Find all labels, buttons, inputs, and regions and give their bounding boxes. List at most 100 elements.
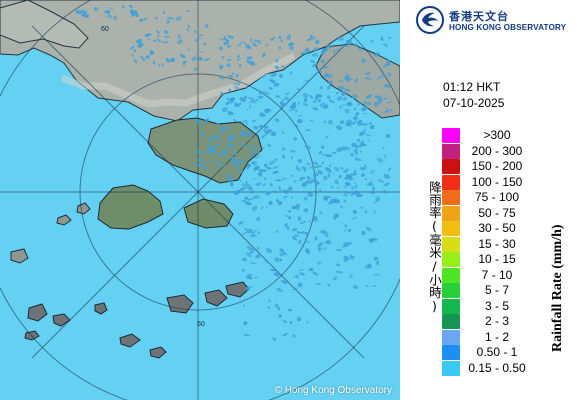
legend-label: 5 - 7	[484, 283, 509, 297]
rain-echo	[280, 103, 288, 107]
rain-echo	[163, 30, 168, 34]
rain-echo	[328, 74, 333, 78]
rain-echo	[287, 210, 292, 213]
rain-echo	[282, 189, 287, 194]
rain-echo	[157, 33, 160, 39]
rain-echo	[254, 163, 257, 167]
rain-echo	[250, 153, 254, 155]
rain-echo	[340, 120, 345, 125]
rain-echo	[282, 154, 286, 159]
rain-echo	[235, 73, 239, 78]
rain-echo	[332, 172, 335, 175]
rain-echo	[245, 121, 248, 126]
rain-echo	[283, 195, 288, 199]
rain-echo	[353, 285, 358, 289]
rain-echo	[246, 56, 253, 60]
rain-echo	[306, 321, 309, 324]
rain-echo	[361, 58, 366, 63]
rain-echo	[344, 185, 347, 188]
rain-echo	[93, 7, 99, 12]
rain-echo	[255, 167, 260, 170]
rain-echo	[357, 192, 360, 197]
rain-echo	[263, 125, 269, 129]
rain-echo	[370, 126, 375, 130]
rain-echo	[347, 147, 350, 151]
rain-echo	[277, 306, 280, 311]
rain-echo	[343, 255, 350, 261]
rain-echo	[352, 115, 358, 121]
rain-echo	[281, 147, 286, 151]
rain-echo	[303, 208, 309, 213]
rain-echo	[216, 123, 220, 126]
rain-echo	[324, 154, 329, 157]
rain-echo	[354, 157, 360, 161]
rain-echo	[243, 333, 250, 337]
rain-echo	[228, 88, 232, 92]
rain-echo	[315, 39, 320, 45]
rain-echo	[253, 195, 261, 199]
legend-swatch	[442, 283, 460, 298]
rain-echo	[258, 124, 264, 128]
rain-echo	[81, 9, 85, 13]
rain-echo	[246, 165, 249, 170]
rain-echo	[216, 143, 221, 146]
rain-echo	[289, 71, 293, 75]
rain-echo	[317, 261, 322, 265]
rain-echo	[380, 36, 384, 42]
rain-echo	[282, 98, 284, 102]
rain-echo	[345, 174, 353, 179]
legend-swatch	[442, 128, 460, 143]
rain-echo	[373, 210, 376, 214]
land-texture-overlay	[60, 52, 296, 108]
rain-echo	[200, 50, 203, 53]
rain-echo	[304, 129, 311, 132]
rain-echo	[388, 36, 391, 40]
rain-echo	[257, 172, 263, 177]
rain-echo	[312, 100, 317, 103]
rain-echo	[269, 268, 277, 272]
rain-echo	[166, 19, 170, 24]
rainfall-legend-swatches	[442, 128, 460, 378]
rain-echo	[226, 146, 229, 149]
rain-echo	[318, 151, 322, 155]
rain-echo	[107, 14, 111, 18]
rain-echo	[234, 102, 238, 107]
rain-echo	[224, 127, 232, 130]
legend-swatch	[442, 314, 460, 329]
rain-echo	[243, 95, 248, 100]
rain-echo	[295, 164, 298, 170]
land-mass-northwest	[0, 0, 89, 49]
rain-echo	[323, 120, 326, 123]
rain-echo	[350, 192, 357, 196]
rain-echo	[332, 50, 336, 54]
rain-echo	[203, 58, 211, 62]
rain-echo	[241, 232, 248, 235]
rain-echo	[301, 182, 308, 188]
rain-echo	[364, 128, 367, 131]
rain-echo	[300, 52, 305, 55]
rain-echo	[262, 52, 266, 58]
rain-echo	[264, 131, 268, 136]
rain-echo	[155, 30, 160, 34]
rain-echo	[255, 182, 262, 187]
rain-echo	[177, 39, 183, 45]
rain-echo	[226, 35, 235, 39]
rain-echo	[225, 41, 229, 45]
rain-echo	[236, 55, 240, 58]
rain-echo	[278, 46, 282, 50]
lantau-island	[97, 184, 164, 230]
rain-echo	[186, 28, 190, 32]
rain-echo	[218, 152, 223, 158]
rain-echo	[389, 108, 393, 112]
legend-label: 0.15 - 0.50	[468, 360, 526, 375]
rain-echo	[350, 186, 355, 190]
rain-echo	[312, 172, 320, 178]
rain-echo	[245, 155, 249, 158]
rain-echo	[344, 74, 350, 78]
rain-echo	[299, 272, 306, 276]
rain-echo	[286, 189, 290, 194]
rain-echo	[306, 38, 313, 42]
rain-echo	[198, 163, 204, 168]
legend-swatch	[442, 143, 460, 159]
rain-echo	[248, 101, 251, 104]
